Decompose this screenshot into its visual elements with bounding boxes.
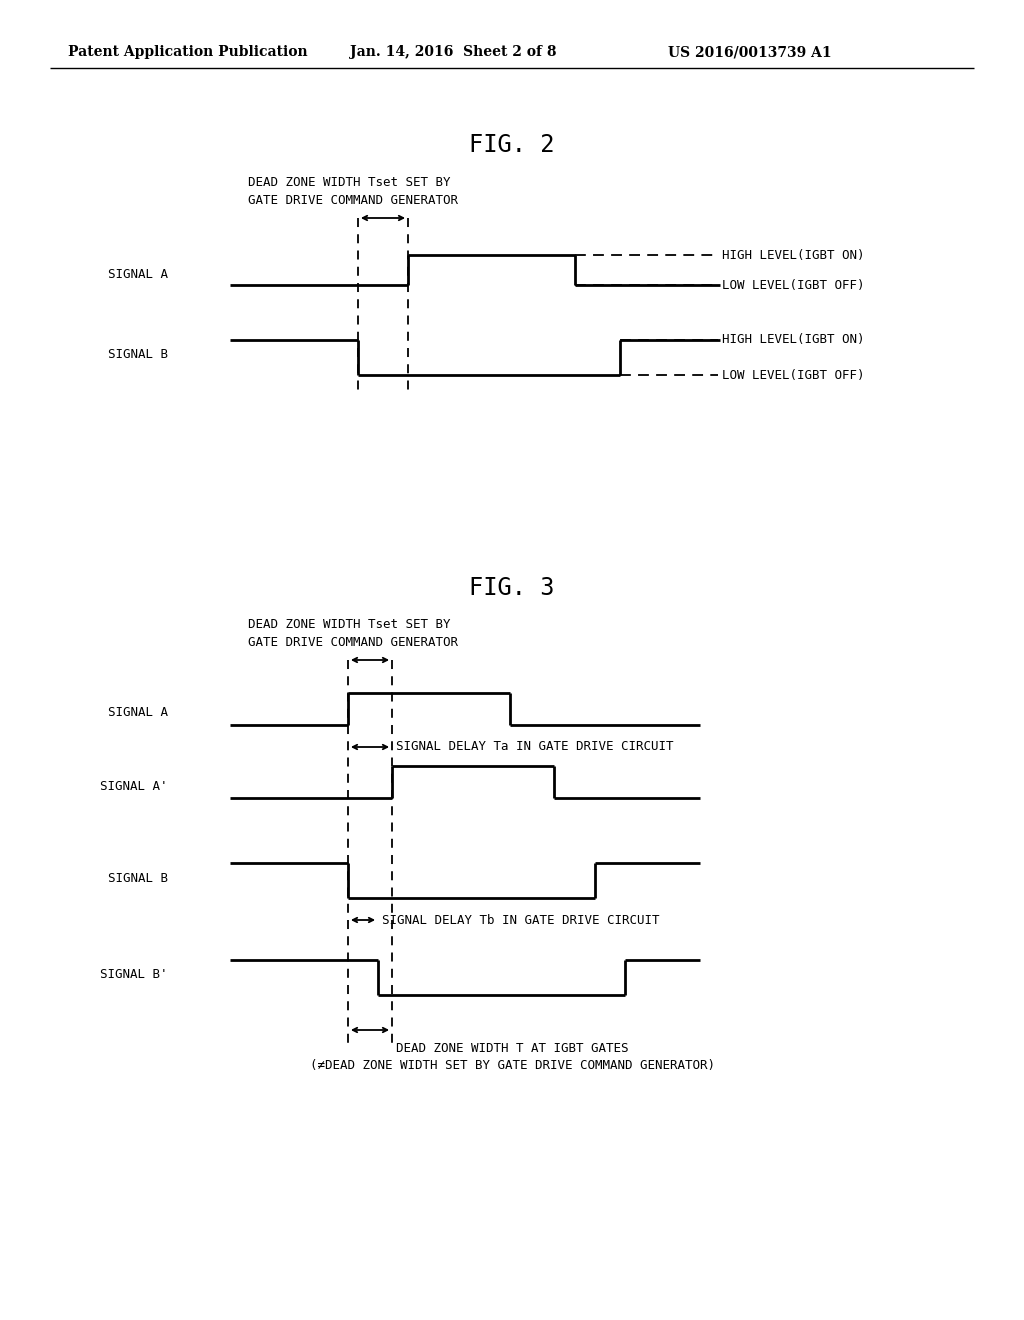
Text: SIGNAL DELAY Ta IN GATE DRIVE CIRCUIT: SIGNAL DELAY Ta IN GATE DRIVE CIRCUIT [396, 741, 674, 754]
Text: DEAD ZONE WIDTH Tset SET BY: DEAD ZONE WIDTH Tset SET BY [248, 177, 451, 190]
Text: LOW LEVEL(IGBT OFF): LOW LEVEL(IGBT OFF) [722, 279, 864, 292]
Text: LOW LEVEL(IGBT OFF): LOW LEVEL(IGBT OFF) [722, 368, 864, 381]
Text: HIGH LEVEL(IGBT ON): HIGH LEVEL(IGBT ON) [722, 248, 864, 261]
Text: SIGNAL DELAY Tb IN GATE DRIVE CIRCUIT: SIGNAL DELAY Tb IN GATE DRIVE CIRCUIT [382, 913, 659, 927]
Text: (≠DEAD ZONE WIDTH SET BY GATE DRIVE COMMAND GENERATOR): (≠DEAD ZONE WIDTH SET BY GATE DRIVE COMM… [309, 1060, 715, 1072]
Text: GATE DRIVE COMMAND GENERATOR: GATE DRIVE COMMAND GENERATOR [248, 194, 458, 206]
Text: FIG. 3: FIG. 3 [469, 576, 555, 601]
Text: SIGNAL A': SIGNAL A' [100, 780, 168, 792]
Text: HIGH LEVEL(IGBT ON): HIGH LEVEL(IGBT ON) [722, 334, 864, 346]
Text: SIGNAL A: SIGNAL A [108, 706, 168, 719]
Text: FIG. 2: FIG. 2 [469, 133, 555, 157]
Text: Jan. 14, 2016  Sheet 2 of 8: Jan. 14, 2016 Sheet 2 of 8 [350, 45, 556, 59]
Text: SIGNAL A: SIGNAL A [108, 268, 168, 281]
Text: SIGNAL B': SIGNAL B' [100, 969, 168, 982]
Text: GATE DRIVE COMMAND GENERATOR: GATE DRIVE COMMAND GENERATOR [248, 635, 458, 648]
Text: DEAD ZONE WIDTH Tset SET BY: DEAD ZONE WIDTH Tset SET BY [248, 619, 451, 631]
Text: SIGNAL B: SIGNAL B [108, 871, 168, 884]
Text: Patent Application Publication: Patent Application Publication [68, 45, 307, 59]
Text: US 2016/0013739 A1: US 2016/0013739 A1 [668, 45, 831, 59]
Text: SIGNAL B: SIGNAL B [108, 348, 168, 362]
Text: DEAD ZONE WIDTH T AT IGBT GATES: DEAD ZONE WIDTH T AT IGBT GATES [395, 1041, 629, 1055]
